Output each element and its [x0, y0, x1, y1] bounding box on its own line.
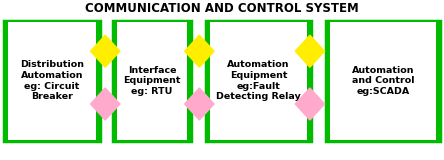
- Polygon shape: [185, 88, 214, 120]
- Text: Automation
Equipment
eg:Fault
Detecting Relay: Automation Equipment eg:Fault Detecting …: [216, 60, 301, 101]
- Text: COMMUNICATION AND CONTROL SYSTEM: COMMUNICATION AND CONTROL SYSTEM: [85, 2, 359, 15]
- Polygon shape: [185, 35, 214, 67]
- Polygon shape: [91, 88, 120, 120]
- Bar: [330, 22, 436, 140]
- Polygon shape: [91, 35, 120, 67]
- Bar: [210, 22, 307, 140]
- Polygon shape: [295, 35, 325, 67]
- Bar: [117, 22, 187, 140]
- Bar: [326, 21, 440, 141]
- Text: Distribution
Automation
eg: Circuit
Breaker: Distribution Automation eg: Circuit Brea…: [20, 60, 84, 101]
- Text: Automation
and Control
eg:SCADA: Automation and Control eg:SCADA: [352, 66, 414, 96]
- Bar: [4, 21, 100, 141]
- Bar: [8, 22, 96, 140]
- Bar: [206, 21, 311, 141]
- Bar: [113, 21, 191, 141]
- Polygon shape: [295, 88, 325, 120]
- Text: Interface
Equipment
eg: RTU: Interface Equipment eg: RTU: [123, 66, 181, 96]
